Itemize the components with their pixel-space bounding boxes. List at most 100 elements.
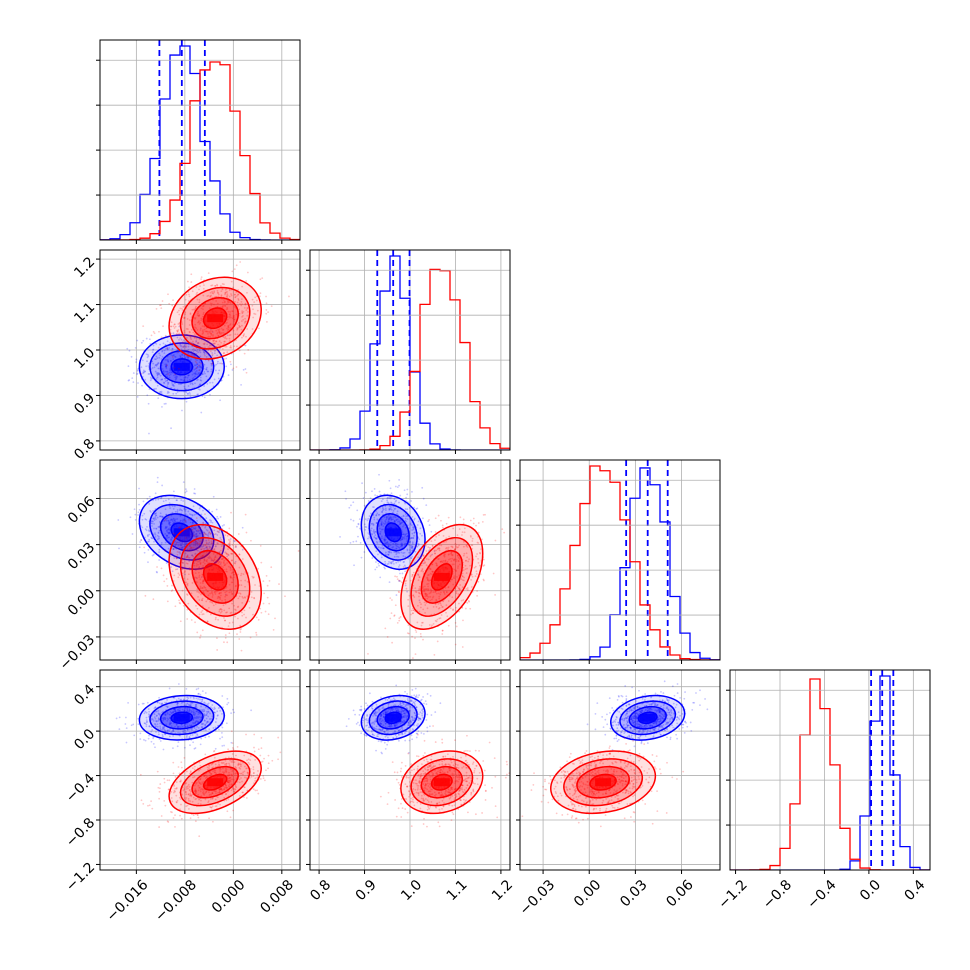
scatter-point <box>218 764 221 767</box>
scatter-point <box>164 714 167 717</box>
scatter-point <box>238 592 241 595</box>
scatter-point <box>221 599 223 602</box>
scatter-point <box>454 621 457 624</box>
scatter-point <box>414 637 416 640</box>
scatter-point <box>179 808 181 811</box>
scatter-point <box>177 725 179 728</box>
scatter-point <box>179 508 182 510</box>
scatter-point <box>385 518 387 521</box>
scatter-point <box>169 371 172 374</box>
scatter-point <box>192 711 195 714</box>
scatter-point <box>194 576 196 579</box>
scatter-point <box>183 709 186 712</box>
scatter-point <box>234 615 236 618</box>
scatter-point <box>197 530 199 533</box>
scatter-point <box>404 526 407 529</box>
scatter-point <box>210 364 213 367</box>
scatter-point <box>192 722 195 725</box>
scatter-point <box>211 354 214 357</box>
scatter-point <box>231 593 233 595</box>
scatter-point <box>258 295 261 298</box>
scatter-point <box>201 597 204 600</box>
scatter-point <box>231 552 234 555</box>
scatter-point <box>398 521 401 524</box>
scatter-point <box>205 546 208 549</box>
scatter-point <box>229 612 232 614</box>
scatter-point <box>219 536 222 539</box>
scatter-point <box>232 708 234 711</box>
scatter-point <box>163 728 165 731</box>
scatter-point <box>232 788 235 790</box>
scatter-point <box>173 505 176 508</box>
scatter-point <box>457 567 459 569</box>
scatter-point <box>394 543 397 545</box>
scatter-point <box>198 571 200 574</box>
scatter-point <box>445 591 448 594</box>
scatter-point <box>246 767 249 770</box>
scatter-point <box>159 722 161 725</box>
scatter-point <box>429 591 432 594</box>
scatter-point <box>155 355 158 358</box>
scatter-point <box>218 592 221 595</box>
scatter-point <box>456 576 458 578</box>
scatter-point <box>190 702 193 704</box>
scatter-point <box>183 571 186 574</box>
scatter-point <box>231 753 234 755</box>
scatter-point <box>240 579 242 582</box>
scatter-point <box>263 592 266 595</box>
scatter-point <box>418 592 421 595</box>
scatter-point <box>429 599 432 602</box>
scatter-point <box>188 709 191 711</box>
scatter-point <box>130 355 133 358</box>
scatter-point <box>164 402 167 405</box>
scatter-point <box>185 556 188 558</box>
scatter-point <box>436 548 439 551</box>
scatter-point <box>213 378 216 381</box>
scatter-point <box>381 547 384 550</box>
scatter-point <box>210 558 213 560</box>
scatter-point <box>231 317 234 320</box>
scatter-point <box>410 500 413 502</box>
scatter-point <box>402 525 404 528</box>
scatter-point <box>411 574 414 576</box>
scatter-point <box>251 328 254 330</box>
scatter-point <box>177 731 180 734</box>
scatter-point <box>186 549 189 552</box>
scatter-point <box>200 709 203 711</box>
scatter-point <box>224 563 227 566</box>
scatter-point <box>384 627 387 630</box>
scatter-point <box>470 586 473 588</box>
scatter-point <box>194 372 197 375</box>
scatter-point <box>172 384 175 387</box>
scatter-point <box>170 725 173 728</box>
scatter-point <box>185 490 188 493</box>
scatter-point <box>176 375 179 378</box>
scatter-point <box>162 342 165 345</box>
scatter-point <box>171 382 173 384</box>
scatter-point <box>419 633 422 635</box>
scatter-point <box>221 283 224 285</box>
scatter-point <box>174 540 177 543</box>
scatter-point <box>170 325 173 328</box>
scatter-point <box>145 353 148 356</box>
scatter-point <box>148 503 151 505</box>
scatter-point <box>375 566 378 569</box>
scatter-point <box>189 313 192 316</box>
scatter-point <box>243 613 245 616</box>
scatter-point <box>362 497 365 499</box>
scatter-point <box>434 517 437 520</box>
scatter-point <box>404 533 406 536</box>
scatter-point <box>219 284 222 287</box>
scatter-point <box>440 604 443 607</box>
scatter-point <box>199 555 202 558</box>
scatter-point <box>208 735 210 738</box>
scatter-point <box>241 310 243 313</box>
scatter-point <box>168 347 171 349</box>
scatter-point <box>196 577 198 580</box>
scatter-point <box>229 324 231 326</box>
scatter-point <box>450 553 453 556</box>
scatter-point <box>179 602 182 605</box>
scatter-point <box>235 545 238 548</box>
scatter-point <box>406 590 409 593</box>
scatter-point <box>483 564 486 567</box>
